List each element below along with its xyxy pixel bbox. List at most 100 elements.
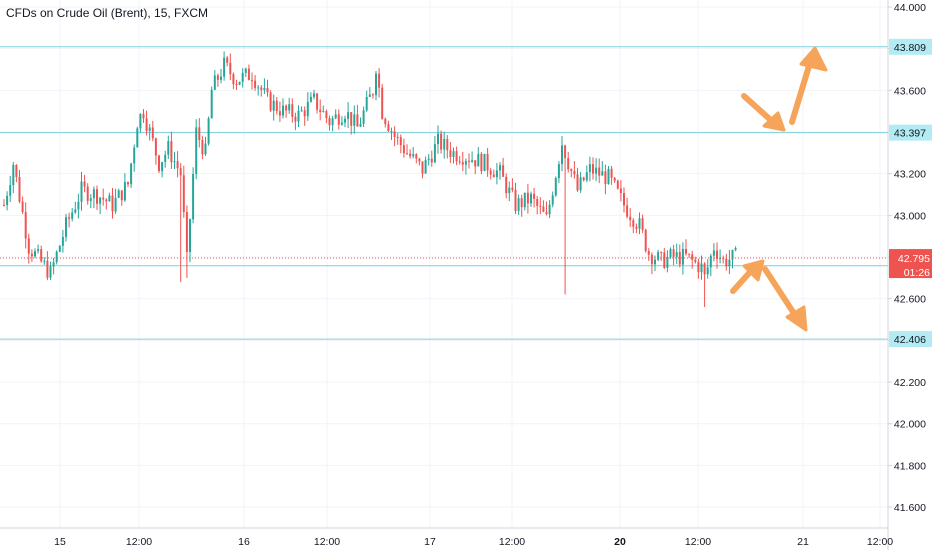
candle-body[interactable] [282, 105, 284, 116]
candle-body[interactable] [523, 192, 526, 208]
candle-body[interactable] [514, 189, 517, 212]
candle-body[interactable] [499, 165, 501, 171]
candle-body[interactable] [623, 193, 625, 206]
candle-body[interactable] [722, 258, 725, 260]
candle-body[interactable] [492, 174, 495, 178]
candle-body[interactable] [508, 187, 511, 194]
candle-body[interactable] [340, 122, 343, 125]
candle-body[interactable] [378, 73, 381, 88]
candle-body[interactable] [68, 217, 71, 219]
candle-body[interactable] [452, 151, 455, 157]
candle-body[interactable] [650, 254, 653, 265]
candle-body[interactable] [61, 236, 64, 246]
candle-body[interactable] [424, 159, 427, 174]
candle-body[interactable] [220, 76, 222, 80]
candle-body[interactable] [526, 192, 529, 204]
candle-body[interactable] [24, 212, 27, 239]
candle-body[interactable] [99, 197, 102, 204]
candle-body[interactable] [74, 209, 77, 213]
candle-body[interactable] [294, 116, 297, 122]
candle-body[interactable] [709, 255, 712, 268]
candle-body[interactable] [706, 267, 709, 275]
candle-body[interactable] [582, 177, 585, 181]
candle-body[interactable] [204, 143, 207, 155]
candle-body[interactable] [185, 212, 188, 252]
candle-body[interactable] [691, 254, 694, 260]
candle-body[interactable] [40, 249, 43, 262]
candle-body[interactable] [495, 170, 498, 178]
candle-body[interactable] [207, 118, 210, 144]
candle-body[interactable] [158, 155, 160, 172]
candle-body[interactable] [89, 198, 92, 201]
candle-body[interactable] [365, 96, 368, 111]
candle-body[interactable] [641, 218, 644, 230]
candle-body[interactable] [672, 249, 675, 257]
candle-body[interactable] [55, 251, 58, 263]
candle-body[interactable] [607, 168, 610, 185]
candle-body[interactable] [263, 88, 266, 91]
candle-body[interactable] [300, 110, 303, 112]
candle-body[interactable] [173, 161, 176, 163]
candle-body[interactable] [520, 198, 523, 208]
candle-body[interactable] [260, 87, 263, 91]
candle-body[interactable] [309, 96, 312, 102]
candle-body[interactable] [387, 124, 390, 131]
candle-body[interactable] [229, 62, 232, 75]
candle-body[interactable] [235, 84, 238, 86]
candle-body[interactable] [92, 189, 95, 199]
candle-body[interactable] [179, 168, 182, 176]
candle-body[interactable] [626, 205, 629, 217]
candle-body[interactable] [254, 80, 257, 88]
candle-body[interactable] [195, 127, 198, 175]
candle-body[interactable] [21, 201, 24, 213]
candle-body[interactable] [251, 80, 253, 82]
candle-body[interactable] [430, 158, 433, 163]
candle-body[interactable] [471, 160, 474, 162]
candle-body[interactable] [554, 178, 557, 196]
candle-body[interactable] [390, 130, 393, 132]
candle-body[interactable] [52, 262, 55, 267]
candle-body[interactable] [9, 185, 12, 196]
candle-body[interactable] [530, 193, 532, 204]
candle-body[interactable] [322, 111, 325, 113]
candle-body[interactable] [80, 181, 83, 202]
candle-body[interactable] [356, 114, 359, 127]
candle-body[interactable] [446, 138, 449, 151]
candle-body[interactable] [415, 154, 418, 159]
candle-body[interactable] [127, 182, 129, 185]
candle-body[interactable] [412, 154, 415, 157]
candle-body[interactable] [561, 145, 563, 165]
candle-body[interactable] [111, 195, 114, 212]
candle-body[interactable] [142, 114, 145, 119]
candle-body[interactable] [269, 92, 272, 111]
candle-body[interactable] [613, 177, 616, 181]
candle-body[interactable] [306, 101, 309, 117]
candle-body[interactable] [712, 250, 715, 256]
candle-body[interactable] [272, 100, 275, 111]
candle-body[interactable] [139, 114, 142, 129]
candle-body[interactable] [610, 168, 613, 178]
candle-body[interactable] [133, 147, 136, 164]
candle-body[interactable] [334, 114, 337, 119]
candle-body[interactable] [176, 161, 179, 169]
candle-body[interactable] [167, 141, 170, 155]
candle-body[interactable] [409, 153, 412, 157]
candle-body[interactable] [638, 218, 641, 229]
candle-body[interactable] [567, 158, 570, 170]
candle-body[interactable] [328, 118, 331, 126]
candle-body[interactable] [728, 259, 731, 267]
candle-body[interactable] [635, 226, 638, 229]
candle-body[interactable] [418, 158, 421, 162]
candle-body[interactable] [604, 171, 607, 185]
candle-body[interactable] [539, 205, 542, 207]
candle-body[interactable] [536, 199, 539, 206]
candle-body[interactable] [440, 133, 443, 150]
candle-body[interactable] [18, 176, 21, 202]
candle-body[interactable] [123, 182, 126, 201]
candle-body[interactable] [148, 127, 151, 131]
candle-body[interactable] [557, 164, 560, 179]
candle-body[interactable] [681, 248, 684, 265]
candle-body[interactable] [381, 87, 384, 119]
candle-body[interactable] [297, 110, 300, 122]
candle-body[interactable] [27, 238, 30, 254]
